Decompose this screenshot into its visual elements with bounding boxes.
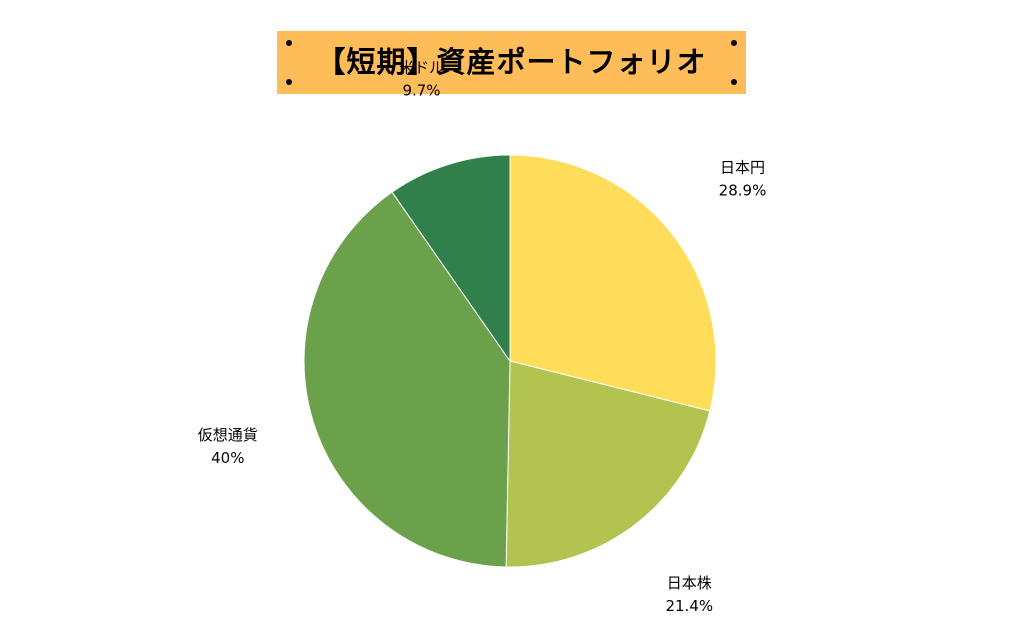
- pie-slice-3: [303, 191, 511, 568]
- title-banner: 【短期】資産ポートフォリオ: [277, 31, 746, 94]
- slice-value-label-3: 40%: [211, 449, 244, 467]
- chart-title: 【短期】資産ポートフォリオ: [316, 45, 707, 79]
- pie-slice-2: [505, 360, 711, 568]
- pie-labels: 日本円 28.9% 日本株 21.4% 仮想通貨 40% 米ドル 9.7%: [198, 59, 767, 616]
- slice-value-label-1: 28.9%: [719, 182, 767, 200]
- slice-value-label-2: 21.4%: [665, 597, 713, 615]
- slice-category-label-3: 仮想通貨: [198, 426, 258, 444]
- banner-dot-bottom-left: [286, 79, 292, 85]
- slice-category-label-1: 日本円: [720, 159, 765, 177]
- banner-dot-bottom-right: [731, 79, 737, 85]
- banner-dot-top-right: [731, 40, 737, 46]
- pie-slices: [303, 154, 717, 568]
- slice-category-label-4: 米ドル: [399, 59, 444, 77]
- pie-slice-1: [509, 154, 717, 412]
- slice-category-label-2: 日本株: [667, 574, 712, 592]
- slice-value-label-4: 9.7%: [402, 82, 440, 100]
- banner-dot-top-left: [286, 40, 292, 46]
- pie-slice-4: [391, 154, 511, 363]
